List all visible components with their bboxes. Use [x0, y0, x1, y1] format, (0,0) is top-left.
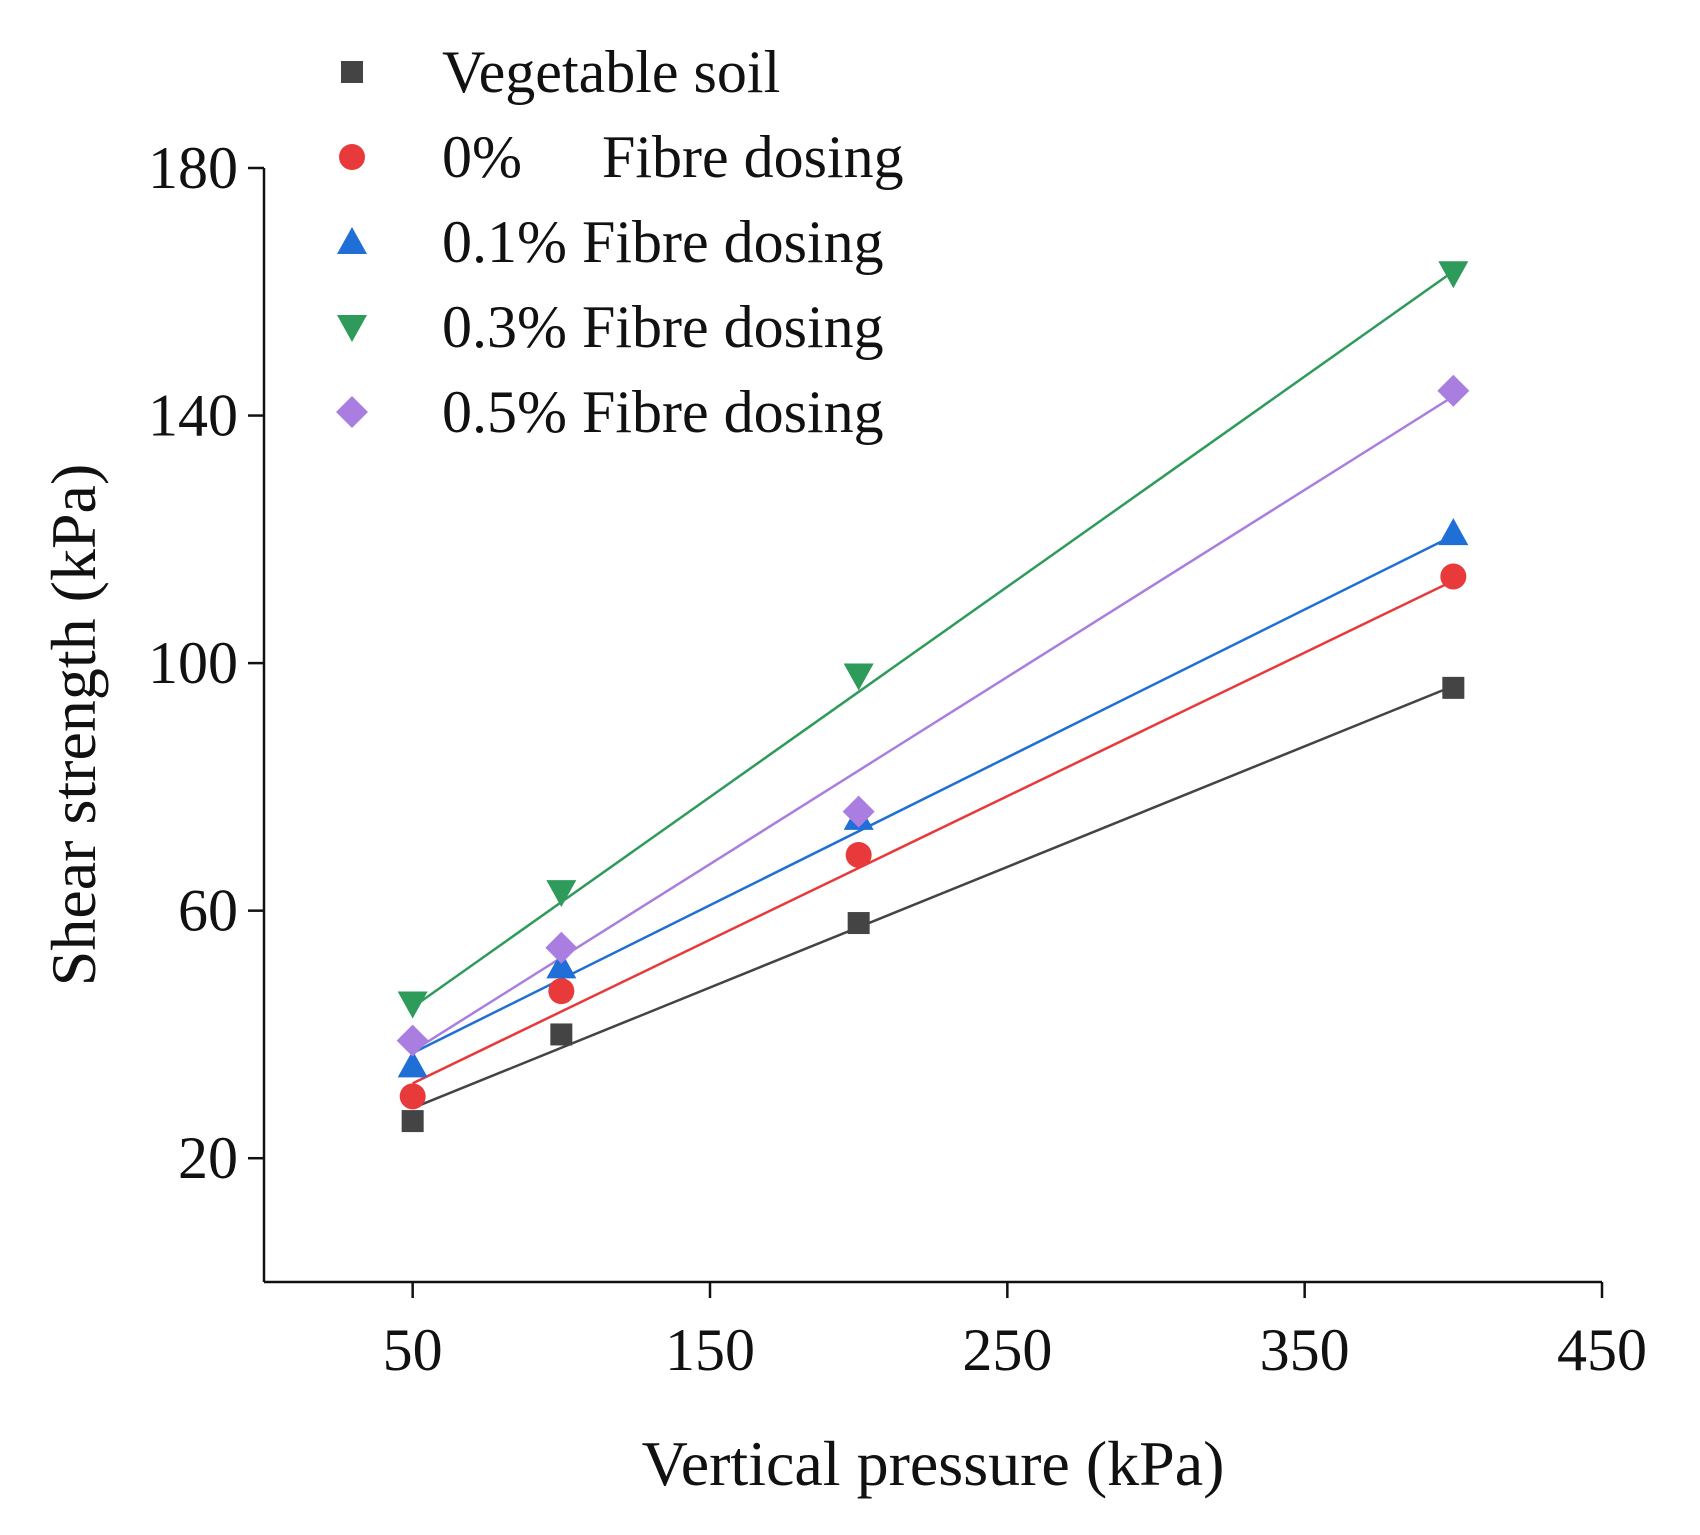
x-tick-label: 50: [383, 1317, 443, 1383]
legend-marker-0-3pct-fibre-dosing: [337, 315, 367, 342]
legend-label-0-3pct-fibre-dosing: 0.3% Fibre dosing: [442, 294, 884, 360]
legend-marker-vegetable-soil: [341, 61, 363, 83]
x-axis-title: Vertical pressure (kPa): [642, 1428, 1225, 1499]
x-tick-label: 350: [1260, 1317, 1350, 1383]
data-point-0-1pct-fibre-dosing: [1438, 518, 1469, 546]
data-point-0-3pct-fibre-dosing: [397, 991, 428, 1019]
legend-label-0-1pct-fibre-dosing: 0.1% Fibre dosing: [442, 209, 884, 275]
data-point-0-5pct-fibre-dosing: [842, 795, 875, 828]
legend-marker-0-5pct-fibre-dosing: [336, 396, 368, 428]
data-point-0pct-fibre-dosing: [548, 978, 575, 1005]
legend-marker-0-1pct-fibre-dosing: [337, 227, 367, 254]
legend-label-0pct-fibre-dosing: 0%: [442, 124, 522, 190]
data-point-vegetable-soil: [550, 1023, 573, 1046]
x-tick-label: 150: [665, 1317, 755, 1383]
data-point-0pct-fibre-dosing: [845, 841, 872, 868]
data-point-vegetable-soil: [847, 912, 870, 935]
legend-marker-0pct-fibre-dosing: [339, 144, 365, 170]
data-point-0-1pct-fibre-dosing: [397, 1050, 428, 1078]
x-tick-label: 250: [962, 1317, 1052, 1383]
data-point-0-3pct-fibre-dosing: [843, 663, 874, 691]
data-point-0-3pct-fibre-dosing: [546, 880, 577, 908]
data-point-vegetable-soil: [1442, 676, 1465, 699]
legend-label-0pct-fibre-dosing-suffix: Fibre dosing: [602, 124, 904, 190]
x-tick-label: 450: [1557, 1317, 1647, 1383]
y-axis-title: Shear strength (kPa): [38, 464, 109, 987]
fit-line-0-5pct-fibre-dosing: [412, 395, 1454, 1053]
y-tick-label: 100: [148, 630, 238, 696]
legend-label-vegetable-soil: Vegetable soil: [442, 39, 780, 105]
data-point-0-5pct-fibre-dosing: [1437, 374, 1470, 407]
legend-label-0-5pct-fibre-dosing: 0.5% Fibre dosing: [442, 379, 884, 445]
y-tick-label: 20: [178, 1125, 238, 1191]
fit-line-0-3pct-fibre-dosing: [411, 270, 1455, 1009]
fit-line-0-1pct-fibre-dosing: [412, 534, 1454, 1055]
data-point-0pct-fibre-dosing: [1440, 563, 1467, 590]
data-point-0-5pct-fibre-dosing: [545, 931, 578, 964]
data-point-0-1pct-fibre-dosing: [546, 951, 577, 979]
y-tick-label: 60: [178, 878, 238, 944]
data-point-0pct-fibre-dosing: [399, 1083, 426, 1110]
y-tick-label: 180: [148, 135, 238, 201]
data-point-0-3pct-fibre-dosing: [1438, 261, 1469, 289]
data-point-0-5pct-fibre-dosing: [396, 1024, 429, 1057]
y-tick-label: 140: [148, 383, 238, 449]
data-point-vegetable-soil: [401, 1110, 424, 1133]
fit-line-0pct-fibre-dosing: [412, 579, 1454, 1085]
fit-line-vegetable-soil: [412, 684, 1454, 1110]
